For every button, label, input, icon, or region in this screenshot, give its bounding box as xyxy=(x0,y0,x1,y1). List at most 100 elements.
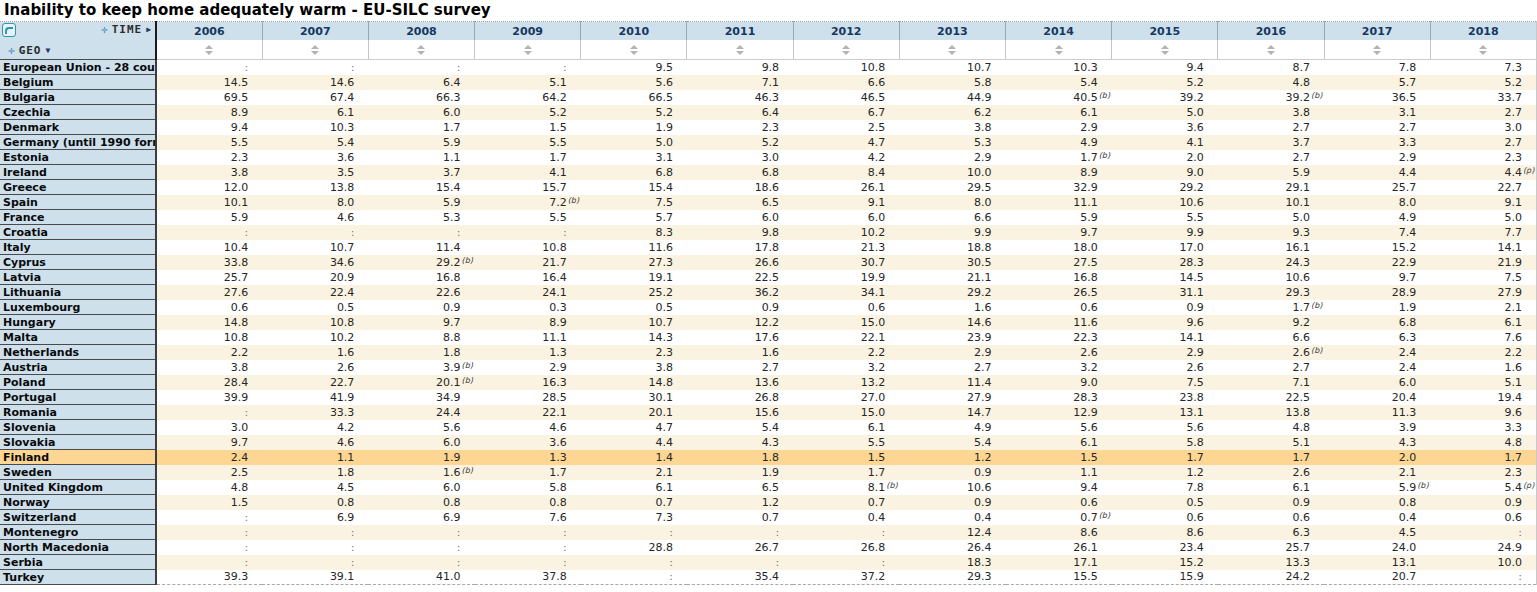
sort-toggle[interactable] xyxy=(1006,40,1112,60)
geo-row-label[interactable]: Czechia xyxy=(0,105,156,120)
geo-row-label[interactable]: Slovakia xyxy=(0,435,156,450)
year-column-header[interactable]: 2008 xyxy=(368,22,474,41)
data-cell: 20.9 xyxy=(262,270,368,285)
data-cell: 35.4 xyxy=(687,570,793,585)
geo-row-label[interactable]: Romania xyxy=(0,405,156,420)
data-cell: 4.4 xyxy=(581,435,687,450)
year-column-header[interactable]: 2009 xyxy=(475,22,581,41)
geo-row-label[interactable]: Germany (until 1990 former t xyxy=(0,135,156,150)
table-row: Croatia::::8.39.810.29.99.79.99.37.47.7 xyxy=(0,225,1537,240)
year-column-header[interactable]: 2006 xyxy=(156,22,262,41)
data-cell: 15.0 xyxy=(793,405,899,420)
table-row: Denmark9.410.31.71.51.92.32.53.82.93.62.… xyxy=(0,120,1537,135)
data-cell: 14.1 xyxy=(1430,240,1536,255)
data-cell: 5.1 xyxy=(1218,435,1324,450)
sort-toggle[interactable] xyxy=(687,40,793,60)
year-column-header[interactable]: 2010 xyxy=(581,22,687,41)
geo-collapse-icon[interactable]: ▼ xyxy=(46,46,51,55)
geo-row-label[interactable]: Luxembourg xyxy=(0,300,156,315)
year-column-header[interactable]: 2013 xyxy=(899,22,1005,41)
data-cell: 37.8 xyxy=(475,570,581,585)
sort-toggle[interactable] xyxy=(793,40,899,60)
geo-row-label[interactable]: Hungary xyxy=(0,315,156,330)
geo-axis-button[interactable]: ✛GEO▼ xyxy=(8,44,50,57)
geo-row-label[interactable]: Finland xyxy=(0,450,156,465)
geo-row-label[interactable]: Serbia xyxy=(0,555,156,570)
data-cell: 5.5 xyxy=(793,435,899,450)
geo-row-label[interactable]: Poland xyxy=(0,375,156,390)
geo-row-label[interactable]: Greece xyxy=(0,180,156,195)
geo-row-label[interactable]: Switzerland xyxy=(0,510,156,525)
table-row: Spain10.18.05.97.2(b)7.56.59.18.011.110.… xyxy=(0,195,1537,210)
data-cell: 9.8 xyxy=(687,60,793,75)
data-cell: 7.2(b) xyxy=(475,195,581,210)
geo-row-label[interactable]: Bulgaria xyxy=(0,90,156,105)
sort-toggle[interactable] xyxy=(1112,40,1218,60)
data-cell: 8.0 xyxy=(1324,195,1430,210)
data-cell: 7.3 xyxy=(1430,60,1536,75)
sort-toggle[interactable] xyxy=(1218,40,1324,60)
data-cell: 12.2 xyxy=(687,315,793,330)
geo-row-label[interactable]: North Macedonia xyxy=(0,540,156,555)
year-column-header[interactable]: 2014 xyxy=(1006,22,1112,41)
geo-row-label[interactable]: Turkey xyxy=(0,570,156,585)
year-column-header[interactable]: 2007 xyxy=(262,22,368,41)
year-column-header[interactable]: 2015 xyxy=(1112,22,1218,41)
eurostat-data-explorer: Inability to keep home adequately warm -… xyxy=(0,0,1537,592)
data-cell: 6.3 xyxy=(1324,330,1430,345)
geo-row-label[interactable]: Latvia xyxy=(0,270,156,285)
time-axis-button[interactable]: ✛TIME▶ xyxy=(101,23,151,36)
data-cell: 6.8 xyxy=(687,165,793,180)
table-row: Norway1.50.80.80.80.71.20.70.90.60.50.90… xyxy=(0,495,1537,510)
geo-row-label[interactable]: Spain xyxy=(0,195,156,210)
data-cell: 2.1 xyxy=(1430,300,1536,315)
geo-row-label[interactable]: Netherlands xyxy=(0,345,156,360)
geo-row-label[interactable]: Ireland xyxy=(0,165,156,180)
data-cell: 1.7 xyxy=(475,465,581,480)
year-column-header[interactable]: 2018 xyxy=(1430,22,1536,41)
sort-toggle[interactable] xyxy=(1430,40,1536,60)
sort-icon xyxy=(736,45,744,55)
geo-row-label[interactable]: Estonia xyxy=(0,150,156,165)
geo-row-label[interactable]: United Kingdom xyxy=(0,480,156,495)
data-cell: 17.6 xyxy=(687,330,793,345)
sort-toggle[interactable] xyxy=(368,40,474,60)
geo-row-label[interactable]: Denmark xyxy=(0,120,156,135)
sort-toggle[interactable] xyxy=(475,40,581,60)
data-cell: 29.1 xyxy=(1218,180,1324,195)
geo-row-label[interactable]: Croatia xyxy=(0,225,156,240)
geo-row-label[interactable]: Malta xyxy=(0,330,156,345)
time-expand-icon[interactable]: ▶ xyxy=(146,25,151,34)
geo-row-label[interactable]: Italy xyxy=(0,240,156,255)
year-column-header[interactable]: 2016 xyxy=(1218,22,1324,41)
sort-toggle[interactable] xyxy=(581,40,687,60)
data-cell: 34.6 xyxy=(262,255,368,270)
data-cell: 7.3 xyxy=(581,510,687,525)
geo-row-label[interactable]: Slovenia xyxy=(0,420,156,435)
sort-toggle[interactable] xyxy=(899,40,1005,60)
geo-row-label[interactable]: France xyxy=(0,210,156,225)
year-column-header[interactable]: 2011 xyxy=(687,22,793,41)
data-cell: 29.2 xyxy=(899,285,1005,300)
geo-row-label[interactable]: Norway xyxy=(0,495,156,510)
geo-row-label[interactable]: Cyprus xyxy=(0,255,156,270)
sort-toggle[interactable] xyxy=(1324,40,1430,60)
geo-row-label[interactable]: European Union - 28 countrie xyxy=(0,60,156,75)
data-cell: 3.0 xyxy=(156,420,262,435)
data-cell: 22.5 xyxy=(1218,390,1324,405)
geo-row-label[interactable]: Montenegro xyxy=(0,525,156,540)
data-cell: : xyxy=(475,225,581,240)
geo-row-label[interactable]: Belgium xyxy=(0,75,156,90)
geo-row-label[interactable]: Austria xyxy=(0,360,156,375)
data-cell: 1.7(b) xyxy=(1218,300,1324,315)
year-column-header[interactable]: 2017 xyxy=(1324,22,1430,41)
pivot-icon[interactable] xyxy=(2,23,16,37)
geo-row-label[interactable]: Portugal xyxy=(0,390,156,405)
geo-row-label[interactable]: Lithuania xyxy=(0,285,156,300)
geo-row-label[interactable]: Sweden xyxy=(0,465,156,480)
sort-toggle[interactable] xyxy=(262,40,368,60)
data-cell: 5.6 xyxy=(581,75,687,90)
table-row: Lithuania27.622.422.624.125.236.234.129.… xyxy=(0,285,1537,300)
sort-toggle[interactable] xyxy=(156,40,262,60)
year-column-header[interactable]: 2012 xyxy=(793,22,899,41)
